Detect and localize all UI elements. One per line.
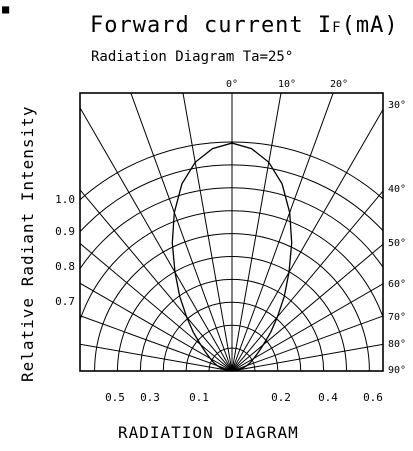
chart-title-tail: (mA) [342, 13, 399, 38]
chart-subtitle: Radiation Diagram Ta=25° [91, 49, 293, 65]
intensity-label: 0.7 [55, 295, 75, 308]
bottom-label-right: 0.2 [271, 391, 291, 404]
chart-title-main: Forward current I [90, 13, 332, 38]
grid-radial-line [80, 343, 233, 371]
bottom-label-left: 0.1 [189, 391, 209, 404]
angle-label-right: 40° [388, 184, 406, 195]
grid-radial-line [231, 93, 334, 371]
grid-radial-line [231, 243, 383, 371]
tick-labels: 0° 10° 20° 30° 40° 50° 60° 70° 80° 90° 1.0 0.9 0.8 0.… [55, 79, 406, 404]
grid-radial-line [80, 106, 233, 371]
angle-label-right: 60° [388, 279, 406, 290]
angle-label-right: 70° [388, 312, 406, 323]
y-axis-label: Relative Radiant Intensity [18, 106, 37, 382]
grid-radial-line [80, 242, 233, 371]
angle-label-right: 80° [388, 339, 406, 350]
angle-label-right: 50° [388, 238, 406, 249]
polar-grid [80, 93, 383, 371]
bottom-label-right: 0.4 [318, 391, 338, 404]
intensity-label: 0.9 [55, 225, 75, 238]
grid-radial-line [231, 190, 383, 371]
grid-radial-line [231, 283, 383, 371]
grid-radial-line [182, 93, 233, 371]
intensity-label: 0.8 [55, 260, 75, 273]
angle-label-top: 20° [330, 79, 348, 90]
chart-title: Forward current IF(mA) [90, 13, 399, 38]
angle-label-right: 90° [388, 365, 406, 376]
grid-radial-line [231, 108, 383, 371]
grid-radial-line [231, 93, 282, 371]
bottom-label-left: 0.3 [140, 391, 160, 404]
bottom-label-left: 0.5 [105, 391, 125, 404]
corner-marker: ■ [2, 2, 10, 16]
grid-radial-line [231, 315, 383, 371]
grid-radial-line [231, 343, 383, 371]
grid-radial-line [80, 189, 233, 371]
pattern-curve [171, 142, 293, 372]
grid-radial-line [80, 315, 233, 371]
intensity-label: 1.0 [55, 193, 75, 206]
radiation-pattern [171, 142, 293, 372]
angle-label-top: 0° [226, 79, 238, 90]
grid-radial-line [130, 93, 233, 371]
angle-label-top: 10° [278, 79, 296, 90]
grid-radial-line [80, 282, 233, 371]
angle-label-right: 30° [388, 100, 406, 111]
grid-arc [80, 141, 383, 201]
chart-title-subscript: F [332, 20, 341, 36]
bottom-label-right: 0.6 [363, 391, 383, 404]
x-axis-label: RADIATION DIAGRAM [118, 423, 299, 442]
